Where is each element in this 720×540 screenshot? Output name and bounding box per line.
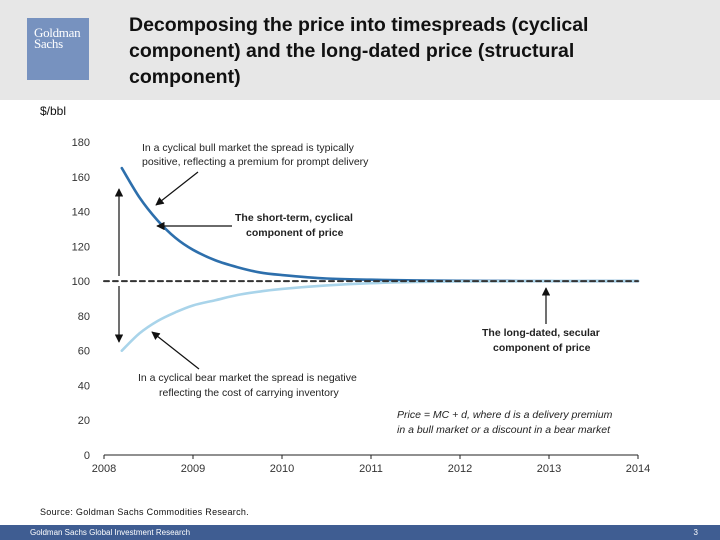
y-tick-label: 20: [78, 415, 90, 427]
y-tick-label: 40: [78, 380, 90, 392]
header-band: Goldman Sachs Decomposing the price into…: [0, 0, 720, 100]
y-tick-label: 60: [78, 346, 90, 358]
chart-axes: 2008 2009 2010 2011 2012 2013 2014 0 20 40 60 80 100…: [72, 137, 651, 475]
x-tick-label: 2014: [626, 463, 650, 475]
annotation-short-line-2: component of price: [246, 227, 344, 239]
x-tick-label: 2012: [448, 463, 472, 475]
x-tick-label: 2010: [270, 463, 294, 475]
annotation-bull: In a cyclical bull market the spread is …: [142, 142, 369, 168]
x-tick-label: 2013: [537, 463, 561, 475]
annotation-formula-line-1: Price = MC + d, where d is a delivery pr…: [397, 409, 613, 421]
annotation-short-line-1: The short-term, cyclical: [235, 212, 353, 224]
y-tick-label: 120: [72, 241, 90, 253]
series-line-bear-market-price: [120, 279, 640, 352]
y-tick-label: 160: [72, 172, 90, 184]
y-unit-label: $/bbl: [40, 104, 67, 118]
annotation-bear-line-1: In a cyclical bear market the spread is …: [138, 372, 357, 384]
source-note: Source: Goldman Sachs Commodities Resear…: [40, 507, 249, 517]
arrow-bear-to-curve: [151, 331, 200, 370]
footer-bar: Goldman Sachs Global Investment Research…: [0, 525, 720, 540]
arrow-bull-to-curve: [155, 171, 199, 206]
y-tick-label: 100: [72, 276, 90, 288]
y-tick-label: 80: [78, 311, 90, 323]
annotation-arrows: [114, 171, 551, 370]
annotation-long-line-1: The long-dated, secular: [482, 327, 600, 339]
annotation-bull-line-1: In a cyclical bull market the spread is …: [142, 142, 355, 154]
y-tick-label: 0: [84, 450, 90, 462]
y-tick-label: 140: [72, 207, 90, 219]
slide-title: Decomposing the price into timespreads (…: [129, 14, 589, 88]
annotation-formula: Price = MC + d, where d is a delivery pr…: [397, 409, 613, 436]
annotation-bull-line-2: positive, reflecting a premium for promp…: [142, 156, 369, 168]
page-number: 3: [693, 528, 698, 537]
logo-line-2: Sachs: [34, 36, 63, 51]
x-tick-label: 2009: [181, 463, 205, 475]
series-line-bull-market-price: [120, 166, 640, 283]
x-tick-label: 2011: [359, 463, 383, 475]
logo-line-1: Goldman: [34, 25, 81, 40]
annotation-long-dated: The long-dated, secular component of pri…: [482, 327, 600, 354]
annotation-bear: In a cyclical bear market the spread is …: [138, 372, 357, 399]
annotation-long-line-2: component of price: [493, 342, 591, 354]
chart-series: [103, 166, 640, 352]
goldman-sachs-logo: Goldman Sachs: [27, 18, 89, 80]
annotation-short-term: The short-term, cyclical component of pr…: [235, 212, 353, 239]
annotation-bear-line-2: reflecting the cost of carrying inventor…: [159, 387, 340, 399]
annotation-formula-line-2: in a bull market or a discount in a bear…: [397, 424, 611, 436]
y-tick-label: 180: [72, 137, 90, 149]
footer-text: Goldman Sachs Global Investment Research: [30, 528, 191, 537]
x-tick-label: 2008: [92, 463, 116, 475]
